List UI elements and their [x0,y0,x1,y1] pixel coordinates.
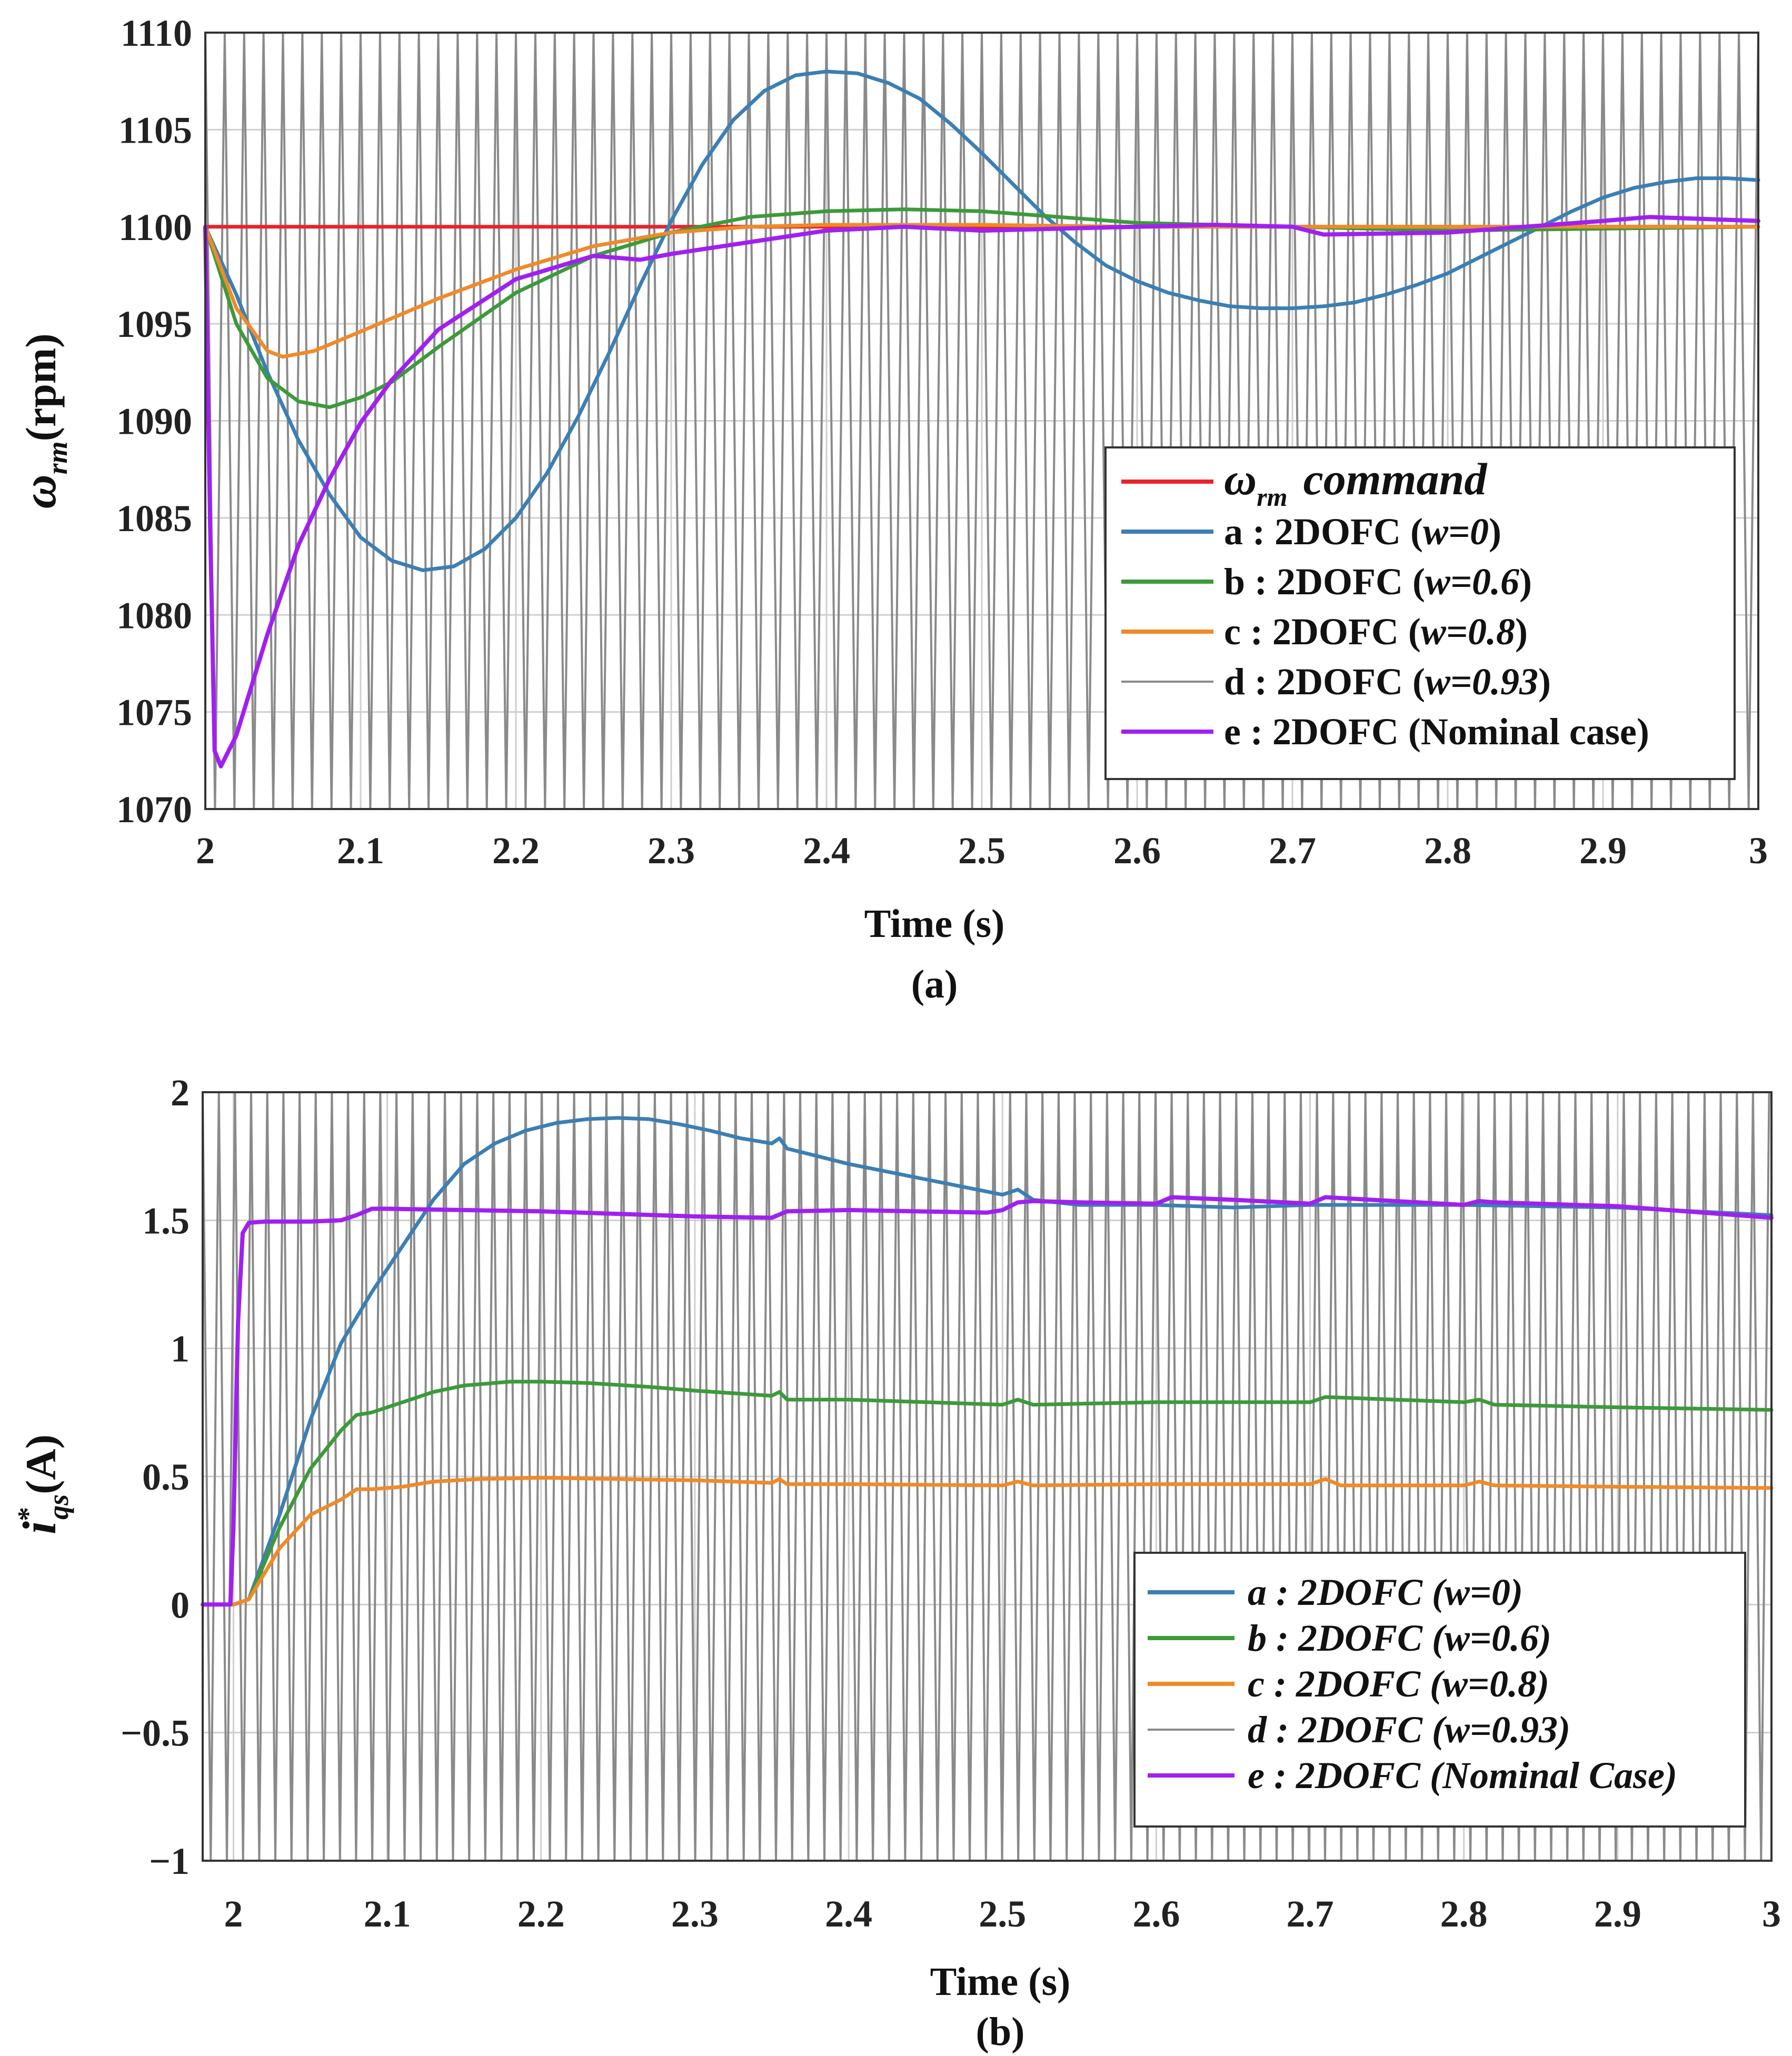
y-tick-label: 1090 [116,401,192,443]
series-line-1 [201,1380,1774,1606]
x-tick-label: 3 [1762,1893,1781,1935]
x-tick-label: 2.2 [492,830,540,872]
series-line-3 [203,223,1760,359]
x-tick-label: 2.1 [364,1893,411,1935]
x-tick-label: 2.3 [648,830,695,872]
legend-label-e: e : 2DOFC (Nominal Case) [1248,1754,1677,1796]
y-tick-label: 1070 [116,789,192,831]
legend-box-a [1104,446,1736,780]
series-lines-a [203,69,1760,768]
y-axis-label-b: i*qs(A) [12,1434,74,1534]
x-axis-label-a: Time (s) [864,902,1005,946]
x-tick-label: 2 [224,1893,243,1935]
x-tick-label: 2.4 [825,1893,872,1935]
y-tick-label: 1075 [116,692,192,734]
y-tick-label: −0.5 [121,1712,190,1754]
y-label-sub-a: rm [42,441,73,474]
legend-label-e: e : 2DOFC (Nominal case) [1224,711,1649,753]
x-tick-label: 2.5 [979,1893,1026,1935]
y-label-sub-b: qs [43,1494,74,1520]
legend-label-cmd: ωrm command [1224,454,1488,512]
y-tick-label: 1095 [116,303,192,345]
legend-label-c: c : 2DOFC (w=0.8) [1224,611,1528,653]
legend-box-b [1133,1552,1746,1828]
chart-panel-b: 2 2.1 2.2 2.3 2.4 2.5 2.6 2.7 2.8 2.9 3 2 1.5 1 0.5 0 −… [12,1072,1781,2054]
caption-a: (a) [911,962,958,1006]
x-tick-label: 2.3 [671,1893,719,1935]
axes-frame-b [202,1091,1773,1862]
legend-b: a : 2DOFC (w=0)b : 2DOFC (w=0.6)c : 2DOF… [1133,1552,1746,1828]
y-label-unit-a: (rpm) [17,333,65,441]
y-tick-label: 1080 [116,594,192,636]
x-tick-labels-b: 2 2.1 2.2 2.3 2.4 2.5 2.6 2.7 2.8 2.9 3 [224,1893,1781,1935]
y-tick-labels-b: 2 1.5 1 0.5 0 −0.5 −1 [121,1072,190,1882]
x-tick-label: 2.8 [1440,1893,1488,1935]
series-line-3 [201,1195,1774,1607]
svg-text:i*qs(A): i*qs(A) [12,1434,74,1534]
legend-label-b: b : 2DOFC (w=0.6) [1248,1617,1551,1659]
x-tick-label: 2.6 [1132,1893,1180,1935]
legend-label-a: a : 2DOFC (w=0) [1224,511,1501,553]
y-tick-label: 1105 [118,109,192,151]
chart-panel-a: 2 2.1 2.2 2.3 2.4 2.5 2.6 2.7 2.8 2.9 3 1110110511… [14,12,1768,1006]
y-tick-label: 1.5 [142,1200,190,1242]
caption-b: (b) [976,2010,1025,2054]
y-tick-label: 2 [171,1072,190,1114]
series-line-2 [201,1475,1774,1606]
y-label-symbol-b: i [14,1521,66,1534]
x-tick-label: 2.8 [1424,830,1471,872]
y-tick-labels-a: 1110 1105 1100 1095 1090 1085 1080 1075 1070 [116,12,192,831]
y-axis-label-a: ωrm(rpm) [14,333,73,508]
legend-label-a: a : 2DOFC (w=0) [1248,1571,1523,1613]
x-tick-label: 2.1 [337,830,384,872]
y-tick-label: 1085 [116,497,192,540]
series-line-4 [203,215,1760,768]
legend-label-d: d : 2DOFC (w=0.93) [1224,661,1551,703]
y-tick-label: 1100 [118,206,192,248]
axes-frame-a [204,32,1759,810]
y-tick-label: 1 [171,1328,190,1370]
x-tick-label: 2 [196,830,215,872]
y-label-unit-b: (A) [17,1434,65,1494]
x-tick-label: 2.7 [1269,830,1316,872]
y-tick-label: 0.5 [142,1456,190,1498]
svg-text:ωrm(rpm): ωrm(rpm) [14,333,73,508]
series-lines-b [201,1116,1774,1607]
y-label-sup-b: * [12,1507,44,1521]
x-axis-label-b: Time (s) [930,1960,1071,2004]
x-tick-label: 2.4 [803,830,850,872]
y-tick-label: 1110 [121,12,192,54]
legend-label-c: c : 2DOFC (w=0.8) [1248,1663,1549,1705]
x-tick-label: 2.7 [1287,1893,1334,1935]
x-tick-labels-a: 2 2.1 2.2 2.3 2.4 2.5 2.6 2.7 2.8 2.9 3 [196,830,1768,872]
legend-label-d: d : 2DOFC (w=0.93) [1248,1709,1570,1751]
x-tick-label: 2.5 [958,830,1005,872]
x-tick-label: 2.2 [517,1893,565,1935]
y-label-symbol-a: ω [14,474,66,508]
x-tick-label: 2.6 [1113,830,1161,872]
x-tick-label: 2.9 [1579,830,1627,872]
series-line-1 [203,69,1760,572]
legend-label-b: b : 2DOFC (w=0.6) [1224,561,1532,603]
y-tick-label: −1 [149,1840,190,1882]
x-tick-label: 3 [1749,830,1768,872]
x-tick-label: 2.9 [1594,1893,1641,1935]
y-tick-label: 0 [171,1584,190,1626]
